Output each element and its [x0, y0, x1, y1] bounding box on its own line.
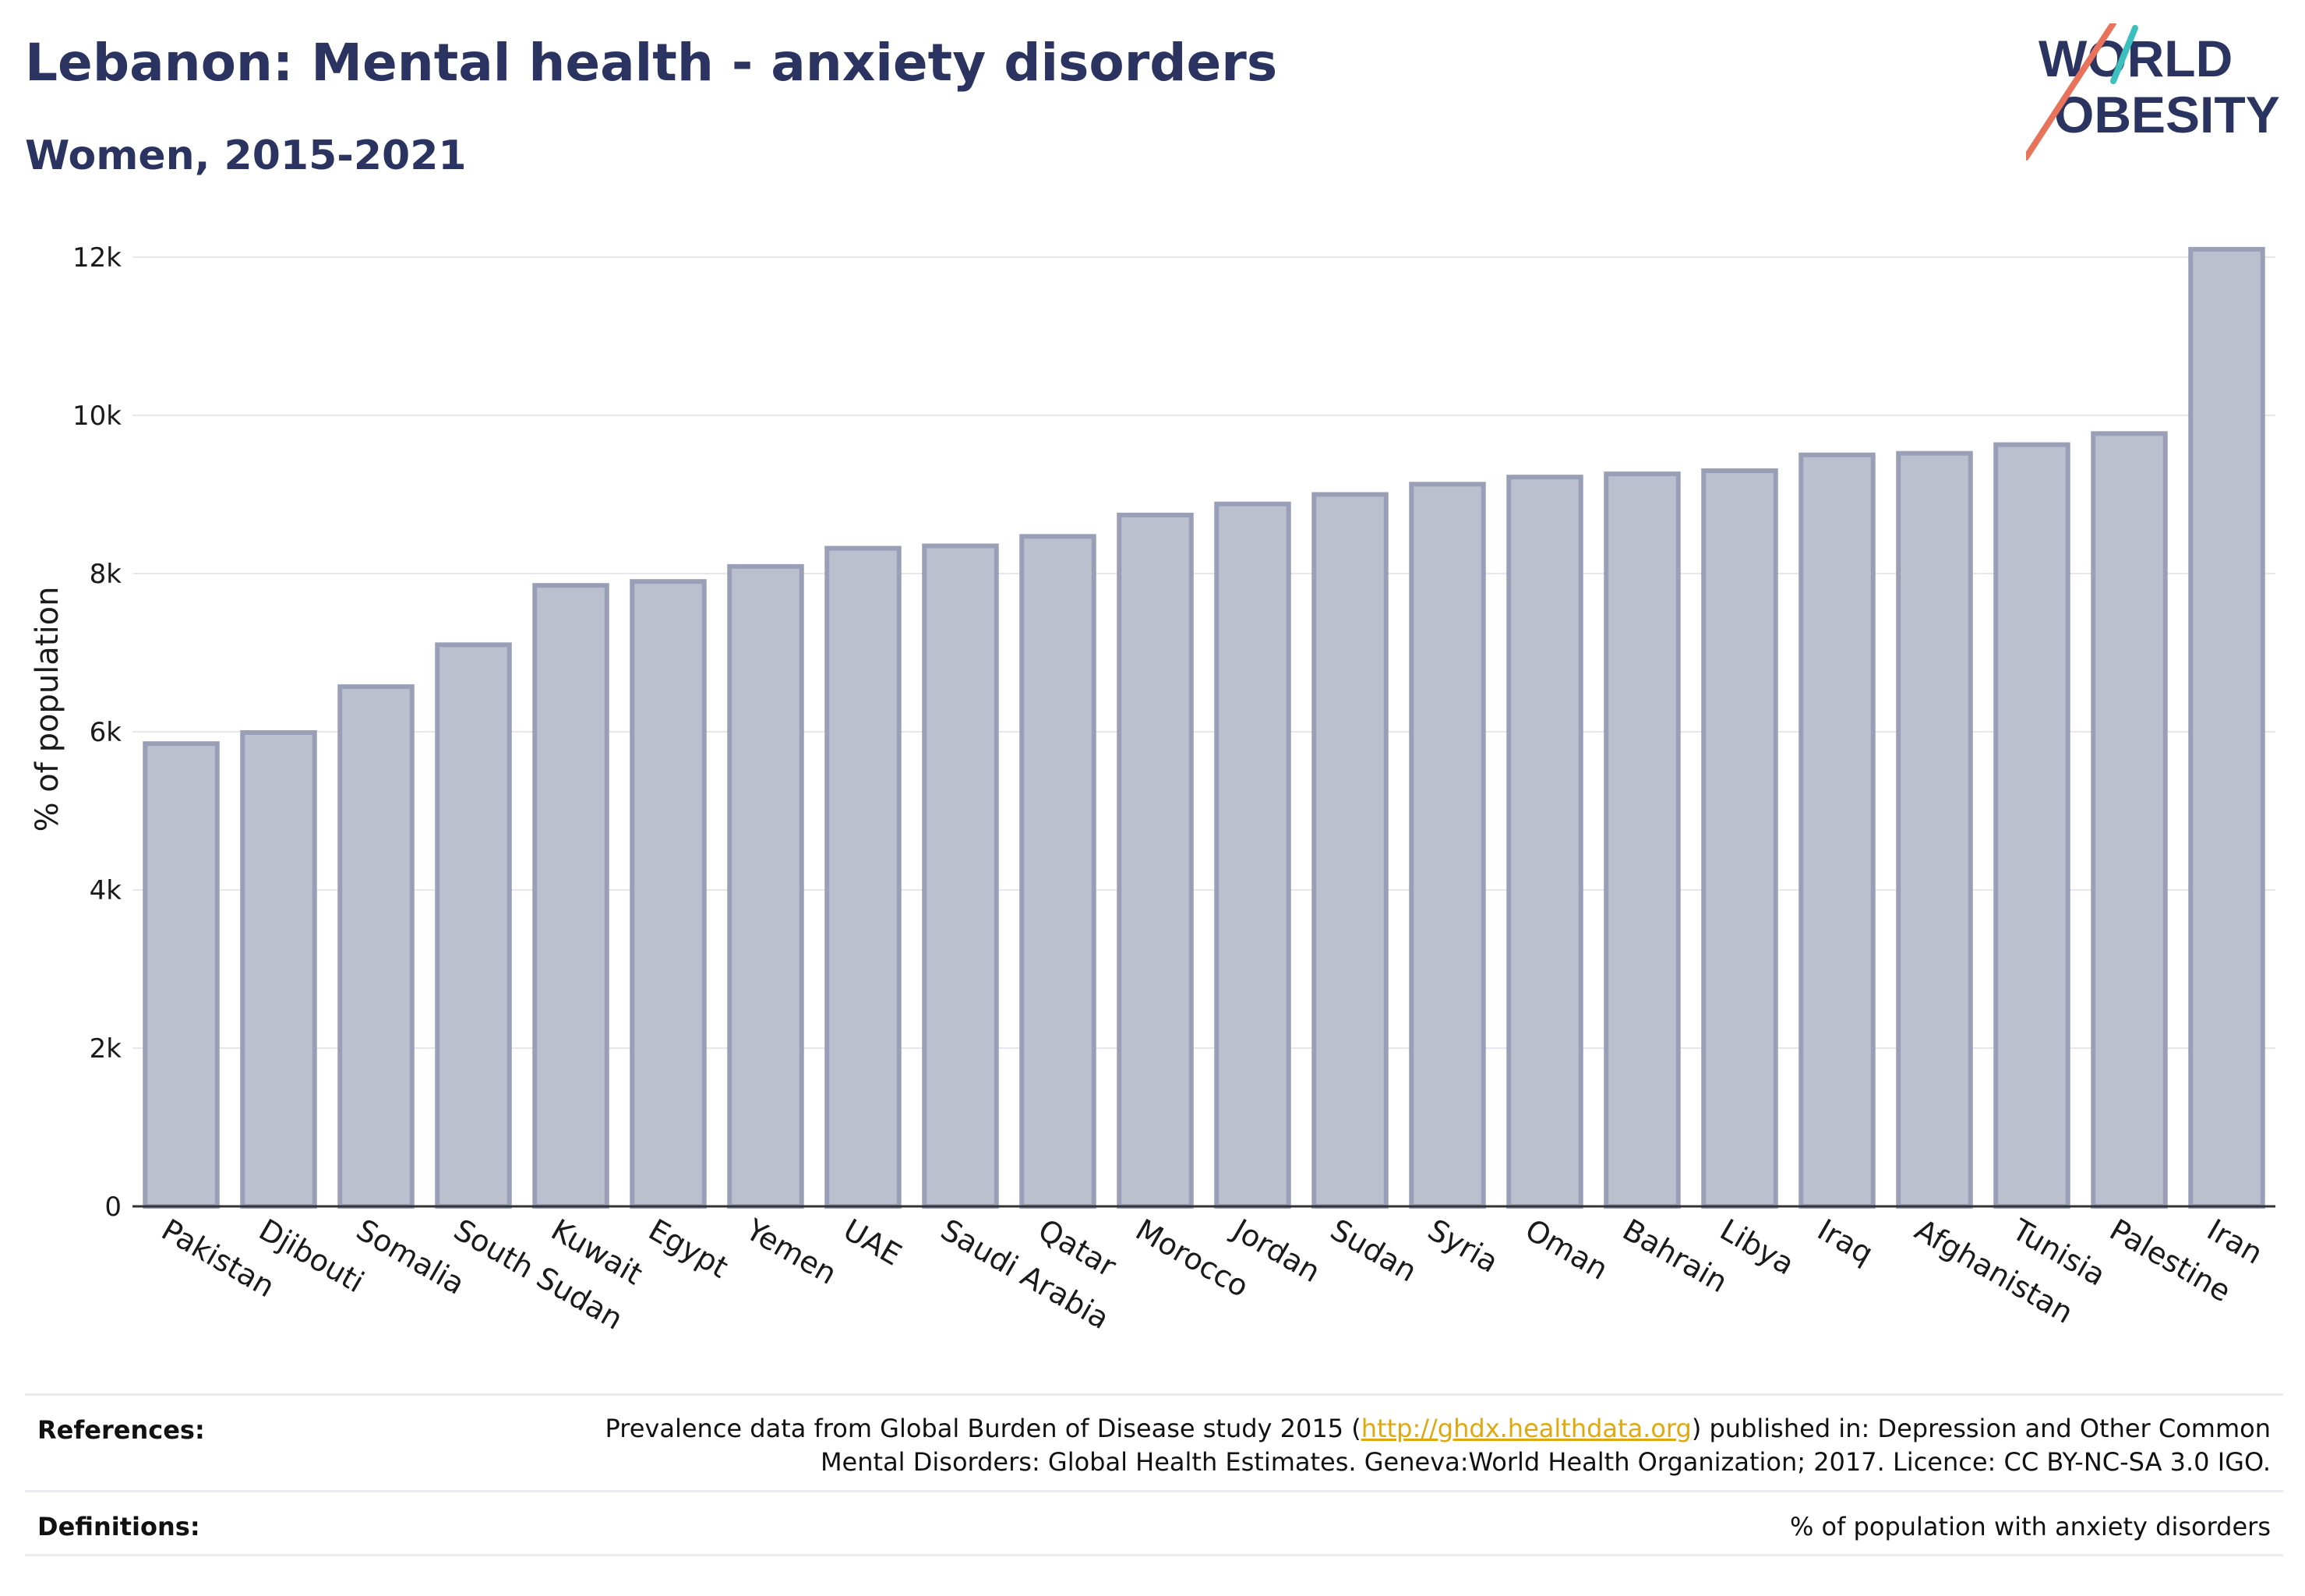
chart-subtitle: Women, 2015-2021: [25, 132, 467, 179]
bar-afghanistan[interactable]: [1896, 450, 1973, 1209]
x-tick-label: Egypt: [643, 1213, 734, 1285]
x-tick-label: Yemen: [740, 1212, 842, 1291]
x-tick-label: Syria: [1422, 1213, 1504, 1280]
bar-iraq[interactable]: [1798, 452, 1876, 1209]
logo-slash-coral: [2026, 23, 2116, 161]
y-tick-label: 4k: [90, 875, 122, 906]
y-tick-label: 8k: [90, 559, 122, 590]
definitions-text: % of population with anxiety disorders: [1789, 1512, 2271, 1541]
bar-morocco[interactable]: [1117, 512, 1194, 1209]
bar-iran[interactable]: [2188, 246, 2265, 1209]
footer-divider-top: [25, 1393, 2283, 1396]
bar-palestine[interactable]: [2091, 431, 2168, 1209]
references-link[interactable]: http://ghdx.healthdata.org: [1361, 1414, 1692, 1443]
bar-sudan[interactable]: [1311, 492, 1389, 1209]
y-tick-label: 12k: [72, 242, 122, 274]
bar-somalia[interactable]: [337, 684, 415, 1209]
logo-line-2: OBESITY: [2054, 86, 2280, 143]
bar-oman[interactable]: [1506, 475, 1583, 1209]
footer-divider-middle: [25, 1490, 2283, 1492]
references-text: Prevalence data from Global Burden of Di…: [595, 1412, 2271, 1479]
x-tick-label: Somalia: [351, 1213, 471, 1301]
bar-egypt[interactable]: [630, 579, 707, 1209]
chart-title: Lebanon: Mental health - anxiety disorde…: [25, 33, 1278, 93]
x-tick-label: Oman: [1520, 1213, 1614, 1287]
bar-tunisia[interactable]: [1993, 442, 2070, 1209]
bars: [143, 246, 2265, 1209]
world-obesity-logo: WORLD OBESITY: [2026, 23, 2280, 161]
y-tick-label: 10k: [72, 401, 122, 432]
bar-chart: 0 2k 4k 6k 8k 10k 12k PakistanDjiboutiSomaliaS…: [30, 242, 2275, 1336]
references-pre: Prevalence data from Global Burden of Di…: [605, 1414, 1361, 1443]
references-post: ) published in: Depression and Other Com…: [820, 1414, 2271, 1477]
logo-line-1: WORLD: [2038, 30, 2233, 87]
bar-qatar[interactable]: [1019, 534, 1096, 1209]
bar-yemen[interactable]: [727, 563, 804, 1209]
footer-divider-bottom: [25, 1554, 2283, 1556]
bar-south-sudan[interactable]: [435, 642, 512, 1209]
x-tick-label: UAE: [838, 1213, 907, 1273]
bar-libya[interactable]: [1701, 468, 1778, 1209]
x-tick-label: Iran: [2201, 1213, 2268, 1271]
bar-bahrain[interactable]: [1604, 471, 1681, 1209]
bar-pakistan[interactable]: [143, 741, 220, 1209]
y-tick-label: 0: [104, 1192, 122, 1223]
x-tick-label: Saudi Arabia: [935, 1213, 1115, 1336]
bar-syria[interactable]: [1409, 482, 1486, 1209]
y-tick-label: 2k: [90, 1033, 122, 1065]
bar-jordan[interactable]: [1214, 501, 1291, 1209]
references-label: References:: [37, 1415, 205, 1445]
logo-slash-teal: [2110, 25, 2138, 84]
bar-uae[interactable]: [824, 546, 902, 1209]
y-axis-title: % of population: [30, 587, 65, 832]
bar-saudi-arabia[interactable]: [922, 543, 999, 1209]
bar-kuwait[interactable]: [532, 583, 609, 1209]
x-tick-label: Bahrain: [1617, 1213, 1733, 1300]
x-tick-label: Sudan: [1325, 1213, 1423, 1289]
y-tick-label: 6k: [90, 717, 122, 748]
x-tick-label: Iraq: [1812, 1213, 1879, 1271]
bar-djibouti[interactable]: [240, 730, 317, 1209]
y-tick-labels: 0 2k 4k 6k 8k 10k 12k: [72, 242, 122, 1223]
definitions-label: Definitions:: [37, 1512, 200, 1541]
